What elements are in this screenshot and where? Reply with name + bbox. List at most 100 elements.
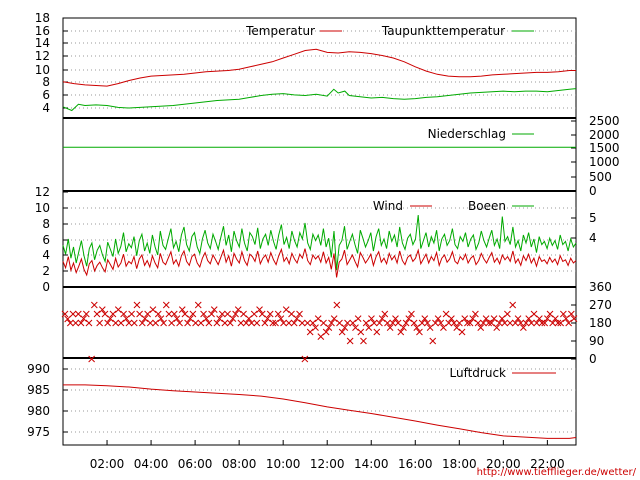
- wind-direction-point-stroke: [106, 315, 114, 322]
- wind-direction-point-stroke: [546, 310, 554, 318]
- wind-direction-point: [533, 319, 541, 327]
- wind-direction-point: [338, 328, 346, 336]
- source-credit: http://www.tiefflieger.de/wetter/: [477, 467, 637, 478]
- wind-y-tick-label: 10: [35, 201, 50, 215]
- wind-direction-point: [146, 319, 154, 327]
- wind-direction-point: [168, 319, 175, 327]
- wind-direction-point: [530, 310, 538, 318]
- wind-direction-point: [250, 310, 258, 318]
- wind-direction-point: [512, 319, 519, 327]
- wind-direction-point: [376, 319, 383, 327]
- wind-direction-point: [370, 319, 378, 327]
- wind-direction-point: [429, 337, 437, 345]
- wind-direction-point: [149, 306, 157, 313]
- wind-direction-point: [559, 310, 567, 318]
- wind-direction-point-stroke: [384, 319, 391, 327]
- wind-direction-point-stroke: [226, 319, 234, 327]
- wind-direction-point-stroke: [570, 315, 578, 322]
- wind-direction-point-stroke: [314, 315, 322, 322]
- wind-direction-point-stroke: [325, 324, 333, 331]
- wind-direction-point-stroke: [141, 315, 149, 322]
- wind-direction-point: [384, 319, 391, 327]
- wind-direction-point: [416, 328, 423, 336]
- wind-y-tick-label: 0: [42, 280, 50, 294]
- wind-direction-point: [570, 315, 578, 322]
- wind-direction-point: [165, 310, 173, 318]
- wind-direction-point-stroke: [442, 310, 450, 318]
- wind-direction-point: [61, 310, 69, 318]
- wind-series-a: [62, 247, 577, 278]
- wind-direction-point-stroke: [330, 315, 338, 322]
- wind-direction-point-stroke: [128, 310, 135, 318]
- wind-direction-point-stroke: [453, 324, 461, 331]
- wind-direction-point: [352, 324, 359, 331]
- wind-direction-point: [282, 306, 290, 313]
- wind-direction-point-stroke: [168, 319, 175, 327]
- wind-direction-point-stroke: [352, 324, 359, 331]
- wind-direction-point-stroke: [261, 319, 269, 327]
- wind-direction-point: [400, 324, 407, 331]
- wind-direction-point: [397, 328, 405, 336]
- wind-direction-point-stroke: [293, 315, 301, 322]
- wind-direction-point-stroke: [152, 319, 159, 327]
- wind-direction-point: [330, 315, 338, 322]
- wind-direction-point: [432, 319, 439, 327]
- wind-direction-point: [445, 319, 453, 327]
- wind-direction-point: [93, 310, 101, 318]
- wind-direction-point-stroke: [317, 333, 325, 340]
- wind-direction-point: [88, 355, 96, 363]
- wind-direction-point-stroke: [298, 319, 306, 327]
- wind-direction-point-stroke: [565, 319, 573, 327]
- wind-direction-point-stroke: [469, 315, 477, 322]
- wind-direction-point: [261, 319, 269, 327]
- wind-direction-point-stroke: [250, 310, 258, 318]
- wind-direction-point-stroke: [400, 324, 407, 331]
- wind-direction-point-stroke: [120, 310, 127, 318]
- wind-direction-point-stroke: [557, 319, 565, 327]
- wind-direction-point: [522, 319, 530, 327]
- wind-direction-point-stroke: [304, 319, 311, 327]
- rain-y-tick-label-right: 2000: [589, 128, 620, 142]
- wind-direction-point: [424, 319, 431, 327]
- wind-direction-point: [506, 319, 514, 327]
- wind-direction-point-stroke: [416, 328, 423, 336]
- wind-direction-point-stroke: [322, 328, 330, 336]
- wind-direction-point-stroke: [341, 324, 349, 331]
- wind-direction-point: [293, 315, 301, 322]
- wind-direction-point: [136, 310, 143, 318]
- wind-direction-point-stroke: [213, 319, 221, 327]
- wind-direction-point: [565, 319, 573, 327]
- temp-y-tick-label: 4: [42, 101, 50, 115]
- wind-direction-point: [154, 310, 162, 318]
- wind-direction-point: [557, 319, 565, 327]
- wind-direction-point-stroke: [266, 310, 274, 318]
- wind-direction-point: [232, 310, 239, 318]
- wind-direction-point-stroke: [567, 310, 575, 318]
- wind-direction-point-stroke: [461, 315, 469, 322]
- rain-y-tick-label-right: 1000: [589, 155, 620, 169]
- wind-direction-point-stroke: [458, 328, 466, 336]
- wind-direction-point-stroke: [480, 319, 487, 327]
- wind-direction-point: [74, 310, 82, 318]
- wind-direction-point: [389, 319, 397, 327]
- wind-direction-point-stroke: [346, 337, 354, 345]
- wind-direction-point-stroke: [186, 315, 194, 322]
- wind-direction-point: [466, 319, 474, 327]
- boeen-legend-label: Boeen: [468, 199, 506, 213]
- wind-direction-point: [242, 319, 250, 327]
- wind-direction-point: [194, 301, 202, 309]
- wind-direction-point: [528, 319, 535, 327]
- wind-direction-point-stroke: [488, 319, 495, 327]
- wind-direction-point: [69, 310, 77, 318]
- temp-y-tick-label: 16: [35, 24, 50, 38]
- dir-y-tick-label-right: 270: [589, 298, 612, 312]
- wind-direction-point: [312, 324, 319, 331]
- wind-direction-point-stroke: [306, 328, 314, 336]
- wind-direction-point-stroke: [165, 310, 173, 318]
- wind-direction-point: [320, 319, 327, 327]
- wind-y-tick-label: 4: [42, 248, 50, 262]
- wind-direction-point-stroke: [160, 319, 167, 327]
- wind-direction-point-stroke: [512, 319, 519, 327]
- wind-direction-point: [562, 315, 570, 322]
